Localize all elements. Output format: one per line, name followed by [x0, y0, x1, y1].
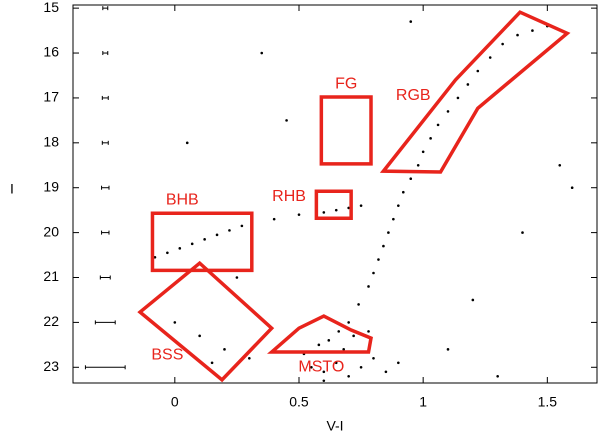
star-point	[409, 20, 413, 23]
star-point	[317, 343, 321, 347]
star-point	[203, 238, 206, 241]
star-point	[558, 163, 562, 167]
star-point	[377, 258, 380, 261]
star-point	[322, 211, 326, 214]
region-outline	[319, 95, 373, 166]
star-point	[496, 374, 499, 378]
star-point	[488, 56, 492, 59]
star-point	[185, 141, 189, 145]
star-point	[178, 247, 182, 250]
star-point	[337, 330, 341, 333]
star-point	[153, 255, 157, 259]
y-tick-label: 15	[43, 0, 59, 15]
star-point	[446, 110, 450, 113]
star-point	[352, 334, 355, 338]
region-label: BSS	[151, 346, 183, 363]
star-point	[347, 321, 350, 324]
region-label: RHB	[272, 188, 306, 205]
star-point	[190, 242, 194, 246]
star-point	[223, 348, 226, 351]
star-point	[240, 224, 244, 228]
region-label: RGB	[396, 87, 431, 104]
star-point	[382, 244, 385, 248]
star-point	[359, 365, 363, 369]
region-outline	[266, 314, 373, 354]
star-point	[347, 206, 350, 210]
region-outline	[137, 260, 275, 383]
region-label: BHB	[166, 192, 199, 209]
y-tick-label: 18	[43, 134, 59, 150]
star-point	[397, 204, 400, 207]
star-point	[501, 42, 504, 46]
plot-frame	[72, 4, 598, 384]
star-point	[421, 150, 425, 154]
star-point	[521, 231, 524, 234]
star-point	[446, 348, 450, 351]
star-point	[387, 231, 390, 234]
star-point	[359, 204, 363, 207]
x-tick-label: 1	[419, 394, 427, 410]
star-point	[436, 123, 440, 127]
y-tick-label: 19	[43, 178, 59, 194]
star-point	[310, 365, 313, 369]
y-tick-label: 16	[43, 44, 59, 60]
star-point	[327, 339, 331, 342]
star-point	[516, 33, 519, 37]
x-axis-label: V-I	[326, 418, 343, 434]
x-tick-label: 0	[171, 394, 179, 410]
region-outline	[379, 10, 571, 174]
star-point	[347, 374, 350, 378]
star-point	[198, 334, 201, 338]
star-point	[466, 83, 470, 86]
star-point	[272, 217, 276, 221]
star-point	[372, 271, 375, 275]
star-point	[342, 348, 345, 351]
region-outline	[150, 211, 254, 273]
star-point	[409, 177, 413, 181]
star-point	[392, 217, 395, 221]
y-axis-label: I	[10, 181, 14, 197]
star-point	[285, 119, 288, 122]
star-point	[367, 285, 370, 288]
y-tick-label: 17	[43, 89, 59, 105]
y-tick-label: 20	[43, 223, 59, 239]
star-point	[173, 321, 177, 324]
star-point	[367, 330, 370, 333]
star-point	[334, 208, 338, 212]
star-point	[570, 186, 574, 190]
star-point	[260, 51, 264, 55]
star-point	[248, 357, 251, 360]
star-point	[322, 370, 326, 374]
star-point	[429, 137, 432, 140]
star-point	[166, 251, 169, 255]
star-point	[334, 361, 338, 365]
star-point	[456, 96, 460, 100]
star-point	[384, 370, 388, 374]
star-point	[416, 163, 420, 167]
star-point	[235, 276, 239, 279]
star-point	[297, 213, 301, 216]
region-label: MSTO	[298, 359, 344, 376]
region-label: FG	[335, 76, 357, 93]
star-point	[476, 69, 480, 73]
star-point	[397, 361, 400, 365]
star-point	[401, 190, 405, 194]
y-tick-label: 23	[43, 358, 59, 374]
star-point	[471, 298, 475, 302]
x-tick-label: 1.5	[538, 394, 558, 410]
y-tick-label: 21	[43, 268, 59, 284]
y-tick-label: 22	[43, 313, 59, 329]
x-tick-label: 0.5	[289, 394, 309, 410]
star-point	[357, 303, 360, 306]
star-point	[228, 229, 231, 232]
star-point	[215, 233, 219, 237]
star-point	[210, 361, 214, 365]
star-point	[372, 357, 375, 360]
star-point	[531, 29, 534, 32]
region-outline	[314, 189, 353, 220]
star-point	[322, 379, 326, 383]
